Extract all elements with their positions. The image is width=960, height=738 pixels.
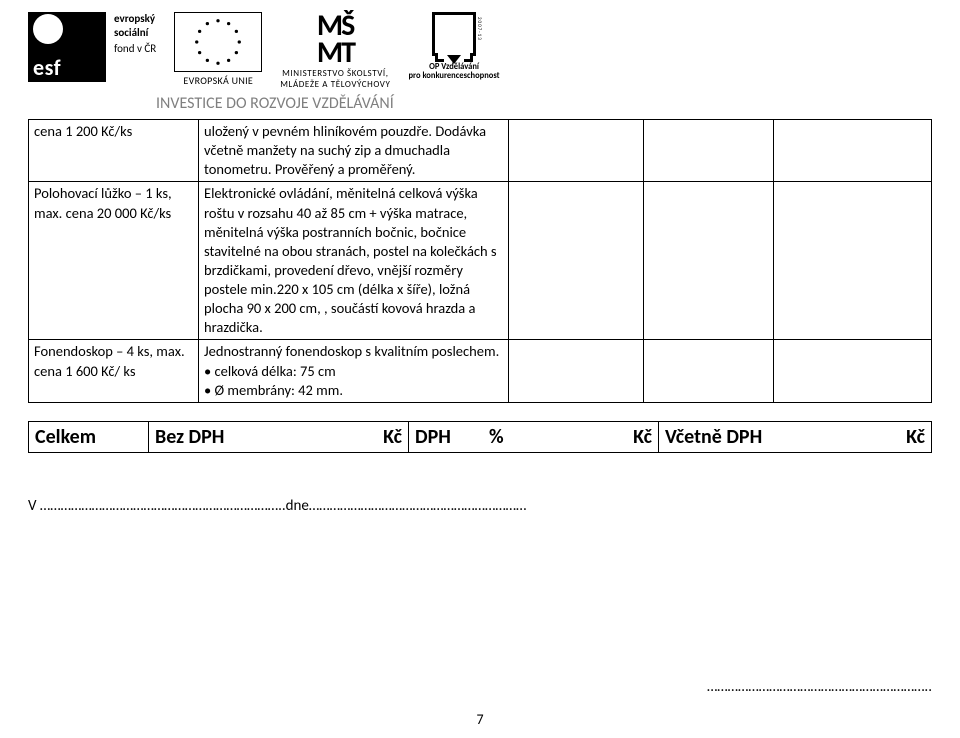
col-empty — [509, 182, 644, 340]
col-empty — [644, 120, 774, 182]
col-empty — [774, 340, 932, 402]
col-desc: Jednostranný fonendoskop s kvalitním pos… — [199, 340, 509, 402]
col-empty — [509, 120, 644, 182]
esf-text: evropský sociální fond v ČR — [114, 12, 156, 55]
totals-bezdph: Bez DPH Kč — [149, 421, 409, 452]
col-empty — [509, 340, 644, 402]
msmt-logo-icon: MŠ MT — [317, 12, 354, 66]
page-number: 7 — [476, 711, 483, 728]
col-desc: uložený v pevném hliníkovém pouzdře. Dod… — [199, 120, 509, 182]
invest-tagline: INVESTICE DO ROZVOJE VZDĚLÁVÁNÍ — [156, 94, 932, 113]
table-row: cena 1 200 Kč/ksuložený v pevném hliníko… — [29, 120, 932, 182]
totals-row: Celkem Bez DPH Kč DPH % Kč Včetně DPH Kč — [29, 421, 932, 452]
col-empty — [644, 182, 774, 340]
col-empty — [644, 340, 774, 402]
msmt-lines: MINISTERSTVO ŠKOLSTVÍ, MLÁDEŽE A TĚLOVÝC… — [280, 68, 390, 90]
logo-msmt: MŠ MT MINISTERSTVO ŠKOLSTVÍ, MLÁDEŽE A T… — [280, 12, 390, 90]
logo-eu: EVROPSKÁ UNIE — [174, 12, 262, 87]
totals-dph: DPH % Kč — [409, 421, 659, 452]
logo-op: 2007-13 OP Vzdělávání pro konkurencescho… — [409, 12, 500, 82]
totals-celkem: Celkem — [29, 421, 149, 452]
table-row: Fonendoskop – 4 ks, max. cena 1 600 Kč/ … — [29, 340, 932, 402]
eu-flag-icon — [174, 12, 262, 72]
signature-left: V ……………………………………………………………..dne…………………………… — [28, 497, 932, 515]
eu-label: EVROPSKÁ UNIE — [183, 74, 253, 87]
totals-table: Celkem Bez DPH Kč DPH % Kč Včetně DPH Kč — [28, 421, 932, 453]
main-table: cena 1 200 Kč/ksuložený v pevném hliníko… — [28, 119, 932, 403]
col-item: cena 1 200 Kč/ks — [29, 120, 199, 182]
signature-right: ……………………………………………………….. — [707, 678, 932, 696]
op-frame-icon: 2007-13 — [432, 12, 476, 56]
table-row: Polohovací lůžko – 1 ks, max. cena 20 00… — [29, 182, 932, 340]
logo-esf: esf evropský sociální fond v ČR — [28, 12, 156, 82]
col-item: Fonendoskop – 4 ks, max. cena 1 600 Kč/ … — [29, 340, 199, 402]
header-logos: esf evropský sociální fond v ČR — [28, 12, 932, 90]
esf-abbrev: esf — [33, 57, 101, 79]
col-item: Polohovací lůžko – 1 ks, max. cena 20 00… — [29, 182, 199, 340]
op-label: OP Vzdělávání pro konkurenceschopnost — [409, 63, 500, 82]
col-empty — [774, 182, 932, 340]
totals-vcetne: Včetně DPH Kč — [659, 421, 932, 452]
col-desc: Elektronické ovládání, měnitelná celková… — [199, 182, 509, 340]
esf-square-icon: esf — [28, 12, 106, 82]
col-empty — [774, 120, 932, 182]
